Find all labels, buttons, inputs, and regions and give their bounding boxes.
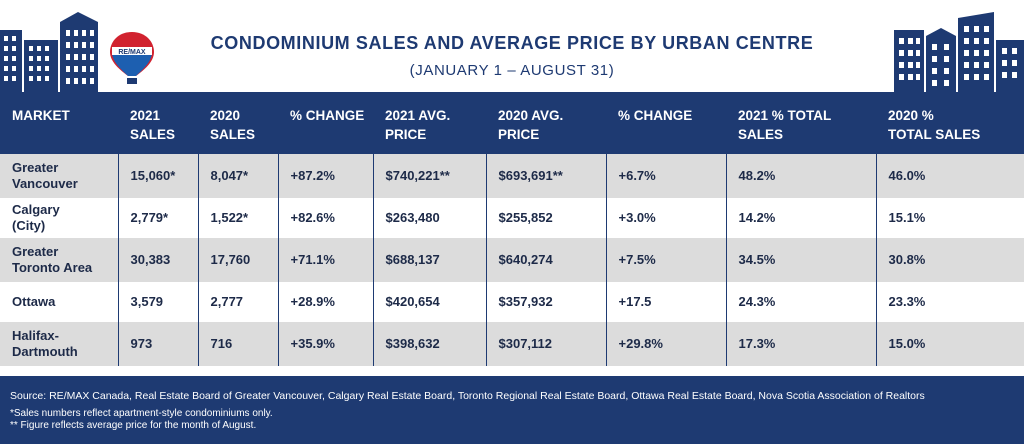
table-cell: +6.7% bbox=[605, 154, 726, 198]
table-cell: 3,579 bbox=[117, 282, 198, 322]
table-cell: 2,777 bbox=[197, 282, 278, 322]
table-cell: 8,047* bbox=[197, 154, 278, 198]
table-cell: 15,060* bbox=[117, 154, 198, 198]
table-cell: $640,274 bbox=[485, 238, 606, 282]
footnote-price: ** Figure reflects average price for the… bbox=[10, 420, 257, 431]
skyline-left-illustration bbox=[0, 12, 98, 92]
column-header: % CHANGE bbox=[278, 92, 373, 154]
table-row: Calgary (City) 2,779* 1,522* +82.6% $263,… bbox=[0, 198, 1024, 238]
table-cell: 15.1% bbox=[875, 198, 1024, 238]
table-cell: 30.8% bbox=[875, 238, 1024, 282]
column-header: 2021 % TOTAL SALES bbox=[726, 92, 876, 154]
table-cell: +7.5% bbox=[605, 238, 726, 282]
column-header: MARKET bbox=[0, 92, 118, 154]
table-header-row: MARKET 2021 SALES 2020 SALES % CHANGE 2021… bbox=[0, 92, 1024, 154]
market-cell: Halifax- Dartmouth bbox=[0, 322, 118, 366]
column-header: 2020 SALES bbox=[198, 92, 278, 154]
table-cell: $255,852 bbox=[485, 198, 606, 238]
table-cell: 17,760 bbox=[197, 238, 278, 282]
table-cell: +28.9% bbox=[277, 282, 373, 322]
table-cell: +3.0% bbox=[605, 198, 726, 238]
table-cell: +29.8% bbox=[605, 322, 726, 366]
page-subtitle: (JANUARY 1 – AUGUST 31) bbox=[409, 62, 615, 79]
table-cell: $420,654 bbox=[372, 282, 486, 322]
column-header: 2020 AVG. PRICE bbox=[486, 92, 606, 154]
table-cell: $398,632 bbox=[372, 322, 486, 366]
table-cell: 17.3% bbox=[725, 322, 876, 366]
table-cell: +82.6% bbox=[277, 198, 373, 238]
market-cell: Greater Vancouver bbox=[0, 154, 118, 198]
market-cell: Ottawa bbox=[0, 282, 118, 322]
table-row: Ottawa 3,579 2,777 +28.9% $420,654 $357,… bbox=[0, 282, 1024, 322]
table-cell: 716 bbox=[197, 322, 278, 366]
table-cell: 14.2% bbox=[725, 198, 876, 238]
table-cell: $263,480 bbox=[372, 198, 486, 238]
market-cell: Greater Toronto Area bbox=[0, 238, 118, 282]
page-title: CONDOMINIUM SALES AND AVERAGE PRICE BY U… bbox=[210, 33, 814, 53]
table-cell: +71.1% bbox=[277, 238, 373, 282]
table-cell: 34.5% bbox=[725, 238, 876, 282]
table-cell: +35.9% bbox=[277, 322, 373, 366]
footer: Source: RE/MAX Canada, Real Estate Board… bbox=[0, 376, 1024, 444]
table-cell: $693,691** bbox=[485, 154, 606, 198]
table-cell: 1,522* bbox=[197, 198, 278, 238]
table-row: Greater Vancouver 15,060* 8,047* +87.2% $… bbox=[0, 154, 1024, 198]
table-cell: $307,112 bbox=[485, 322, 606, 366]
market-cell: Calgary (City) bbox=[0, 198, 118, 238]
table-cell: $688,137 bbox=[372, 238, 486, 282]
table-cell: 46.0% bbox=[875, 154, 1024, 198]
table-cell: $740,221** bbox=[372, 154, 486, 198]
table-cell: +17.5 bbox=[605, 282, 726, 322]
table-row: Halifax- Dartmouth 973 716 +35.9% $398,63… bbox=[0, 322, 1024, 366]
skyline-right-illustration bbox=[894, 12, 1024, 92]
footnote-sales: *Sales numbers reflect apartment-style c… bbox=[10, 408, 273, 419]
table-cell: +87.2% bbox=[277, 154, 373, 198]
table-cell: 2,779* bbox=[117, 198, 198, 238]
table-cell: $357,932 bbox=[485, 282, 606, 322]
column-header: 2021 AVG. PRICE bbox=[373, 92, 486, 154]
column-header: 2021 SALES bbox=[118, 92, 198, 154]
column-header: 2020 % TOTAL SALES bbox=[876, 92, 1024, 154]
column-header: % CHANGE bbox=[606, 92, 726, 154]
condo-sales-table-container: MARKET 2021 SALES 2020 SALES % CHANGE 2021… bbox=[0, 92, 1024, 366]
table-cell: 23.3% bbox=[875, 282, 1024, 322]
table-cell: 973 bbox=[117, 322, 198, 366]
source-note: Source: RE/MAX Canada, Real Estate Board… bbox=[10, 390, 925, 402]
table-row: Greater Toronto Area 30,383 17,760 +71.1%… bbox=[0, 238, 1024, 282]
condo-sales-table: MARKET 2021 SALES 2020 SALES % CHANGE 2021… bbox=[0, 92, 1024, 366]
table-cell: 24.3% bbox=[725, 282, 876, 322]
remax-balloon-logo: RE/MAX bbox=[110, 32, 154, 84]
header: RE/MAX CONDOMINIUM SALES AND AVERAGE PRI… bbox=[0, 0, 1024, 92]
table-cell: 48.2% bbox=[725, 154, 876, 198]
logo-text: RE/MAX bbox=[118, 49, 146, 56]
table-cell: 30,383 bbox=[117, 238, 198, 282]
table-cell: 15.0% bbox=[875, 322, 1024, 366]
